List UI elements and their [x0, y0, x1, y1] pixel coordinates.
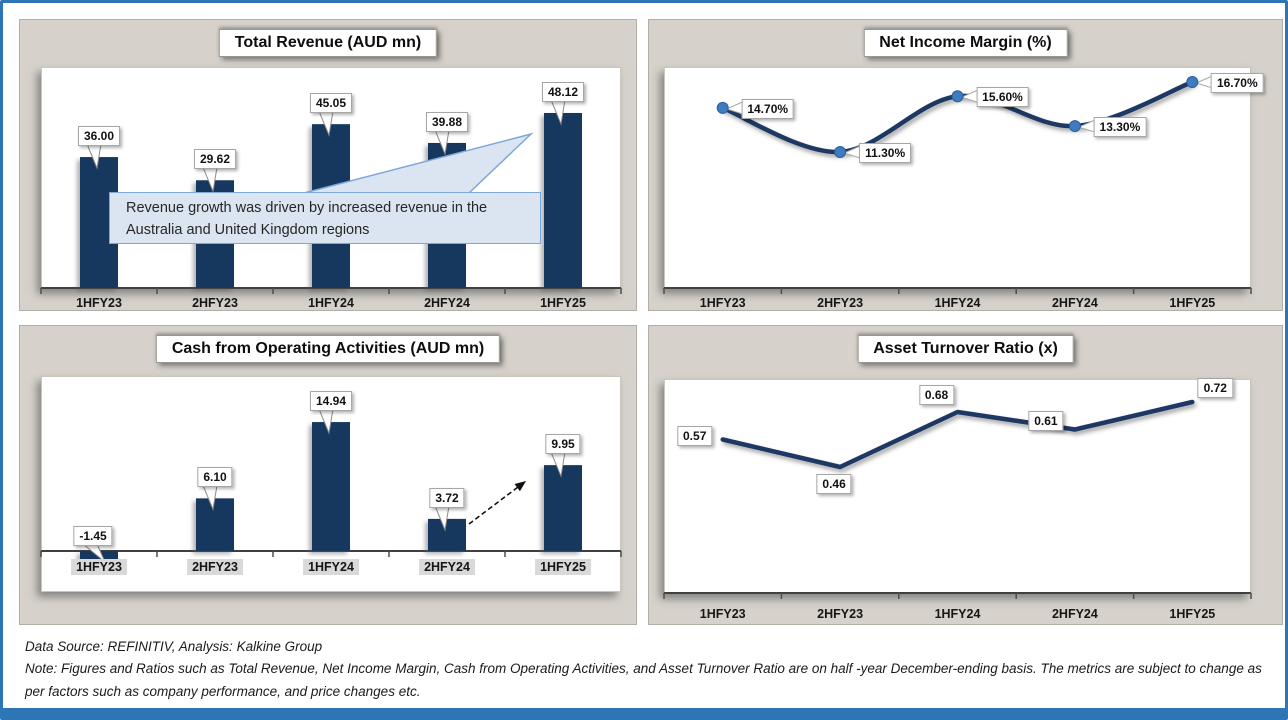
x-axis-label: 1HFY23	[699, 607, 746, 621]
revenue-callout-box: Revenue growth was driven by increased r…	[109, 192, 541, 244]
bottom-accent-bar	[3, 708, 1285, 717]
chart-panel-cash-operating: Cash from Operating Activities (AUD mn) …	[19, 325, 637, 625]
value-label: 0.57	[677, 425, 713, 446]
value-label: 14.70%	[741, 98, 795, 119]
value-label: 0.68	[918, 385, 955, 405]
bar	[196, 498, 234, 551]
trend-arrow	[468, 485, 521, 525]
value-label: 39.88	[425, 111, 469, 132]
x-axis-label: 2HFY23	[817, 607, 864, 621]
bar	[312, 422, 350, 551]
chart-canvas	[663, 75, 1252, 294]
value-label: -1.45	[73, 526, 113, 546]
bar	[544, 465, 582, 551]
plot-area	[664, 379, 1251, 594]
x-axis-label: 1HFY25	[1169, 296, 1216, 310]
x-axis-label: 1HFY25	[540, 296, 586, 310]
label-pointer	[1194, 75, 1213, 89]
marker-dot	[1186, 76, 1199, 88]
value-label: 9.95	[545, 434, 581, 455]
marker-dot	[834, 145, 847, 158]
x-axis-label: 2HFY23	[817, 296, 864, 310]
chart-panel-net-income-margin: Net Income Margin (%) 14.70% 11.30% 15.60%…	[648, 19, 1283, 311]
value-label: 0.72	[1197, 378, 1233, 398]
x-axis-label: 2HFY23	[192, 296, 238, 310]
label-pointer	[1077, 119, 1096, 133]
value-label: 11.30%	[859, 142, 912, 163]
x-axis-label: 1HFY24	[308, 296, 354, 310]
x-axis-label: 1HFY24	[934, 607, 981, 621]
x-axis-label: 1HFY25	[535, 559, 591, 575]
value-label: 6.10	[197, 467, 233, 488]
x-axis-label: 2HFY23	[187, 559, 243, 575]
marker-dot	[716, 101, 729, 114]
revenue-callout-text: Revenue growth was driven by increased r…	[126, 200, 488, 238]
data-source-line: Data Source: REFINITIV, Analysis: Kalkin…	[25, 639, 323, 654]
x-axis-label: 2HFY24	[1051, 607, 1098, 621]
x-axis-label: 2HFY24	[1051, 296, 1098, 310]
chart-title-cash-operating: Cash from Operating Activities (AUD mn)	[155, 335, 501, 363]
value-label: 16.70%	[1210, 73, 1264, 93]
footer-notes: Data Source: REFINITIV, Analysis: Kalkin…	[25, 636, 1273, 703]
value-label: 0.61	[1028, 410, 1064, 431]
bar	[428, 518, 466, 551]
bar	[544, 112, 582, 289]
chart-title-asset-turnover: Asset Turnover Ratio (x)	[857, 335, 1074, 363]
x-axis-label: 2HFY24	[419, 559, 475, 575]
marker-dot	[1068, 120, 1081, 133]
x-axis-label: 1HFY23	[71, 559, 127, 575]
chart-title-net-income-margin: Net Income Margin (%)	[863, 29, 1068, 57]
value-label: 14.94	[309, 391, 353, 412]
value-label: 13.30%	[1093, 117, 1147, 138]
value-label: 0.46	[816, 474, 852, 494]
trend-arrowhead	[514, 481, 526, 492]
marker-dot	[951, 90, 964, 103]
value-label: 29.62	[193, 149, 237, 170]
value-label: 36.00	[77, 126, 121, 147]
value-label: 3.72	[429, 487, 465, 508]
line-path	[720, 399, 1195, 470]
note-line: Note: Figures and Ratios such as Total R…	[25, 661, 1262, 699]
label-pointer	[960, 89, 978, 103]
x-axis-label: 1HFY23	[76, 296, 122, 310]
chart-canvas	[40, 99, 622, 294]
x-axis-label: 1HFY25	[1169, 607, 1216, 621]
x-axis-label: 1HFY24	[303, 559, 359, 575]
chart-canvas	[40, 408, 622, 564]
value-label: 48.12	[541, 81, 585, 102]
value-label: 15.60%	[976, 87, 1029, 108]
chart-canvas	[663, 399, 1252, 599]
x-axis-label: 2HFY24	[424, 296, 470, 310]
value-label: 45.05	[309, 93, 353, 114]
x-axis-label: 1HFY24	[934, 296, 981, 310]
x-axis-label: 1HFY23	[699, 296, 746, 310]
chart-title-total-revenue: Total Revenue (AUD mn)	[218, 29, 438, 57]
chart-panel-total-revenue: Total Revenue (AUD mn) Revenue growth wa…	[19, 19, 637, 311]
chart-panel-asset-turnover: Asset Turnover Ratio (x) 0.57 0.46 0.68 0.6…	[648, 325, 1283, 625]
